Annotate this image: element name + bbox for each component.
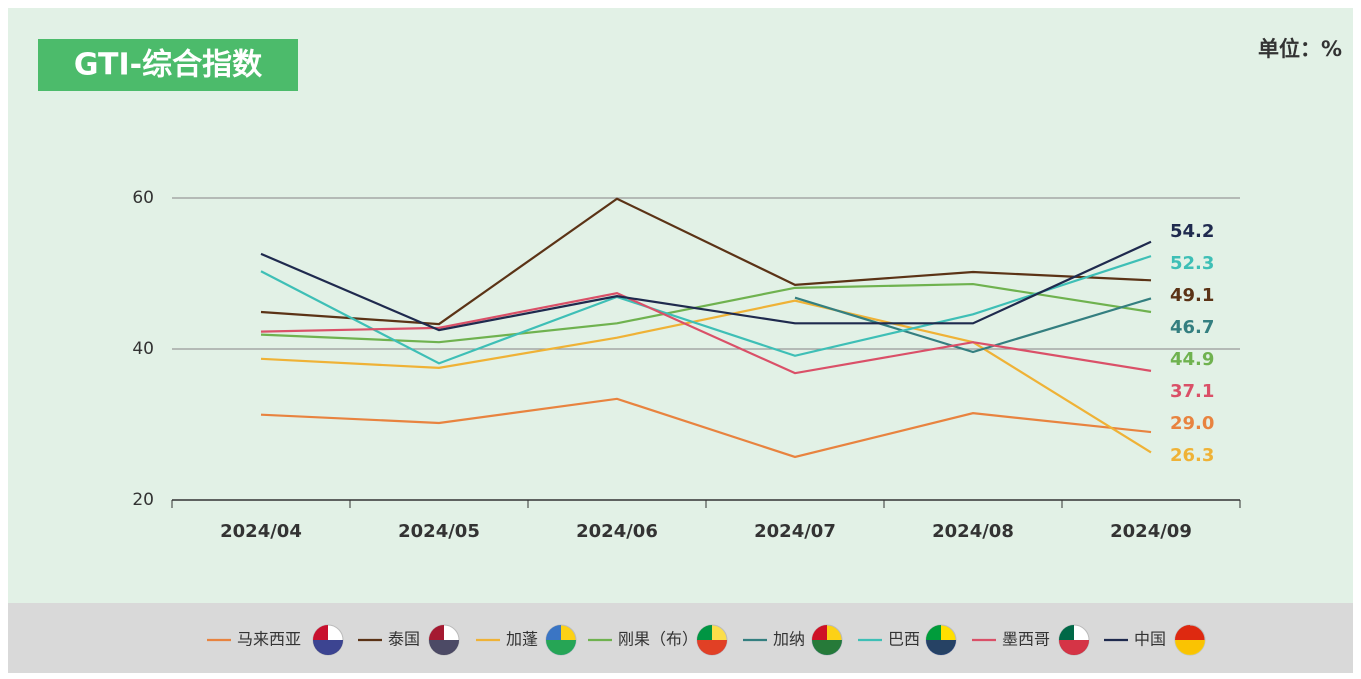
legend-label: 马来西亚 — [237, 630, 301, 649]
unit-label: 单位：% — [1258, 37, 1342, 61]
legend-label: 加蓬 — [506, 630, 538, 649]
x-tick-label: 2024/05 — [398, 521, 480, 542]
series-line — [260, 299, 1152, 454]
series-line — [260, 291, 1152, 375]
y-tick-label: 20 — [132, 490, 154, 510]
legend-label: 中国 — [1134, 630, 1166, 649]
legend-label: 墨西哥 — [1002, 630, 1050, 649]
value-label: 52.3 — [1170, 253, 1214, 274]
series-line — [260, 397, 1152, 459]
series-line — [260, 282, 1152, 344]
value-label: 54.2 — [1170, 221, 1214, 242]
flag — [546, 640, 576, 655]
flag — [1175, 625, 1190, 640]
value-label: 49.1 — [1170, 285, 1214, 306]
flag — [1059, 640, 1089, 655]
flag — [812, 640, 842, 655]
y-tick-label: 40 — [132, 339, 154, 359]
value-label: 37.1 — [1170, 381, 1214, 402]
legend-label: 加纳 — [773, 630, 805, 649]
legend-label: 刚果（布） — [618, 630, 698, 649]
value-label: 46.7 — [1170, 317, 1214, 338]
value-label: 26.3 — [1170, 445, 1214, 466]
series-line — [260, 240, 1152, 332]
flag — [926, 625, 941, 640]
value-label: 29.0 — [1170, 413, 1214, 434]
chart-title: GTI-综合指数 — [74, 48, 263, 83]
x-tick-label: 2024/09 — [1110, 521, 1192, 542]
x-tick-label: 2024/06 — [576, 521, 658, 542]
legend-label: 巴西 — [888, 630, 920, 649]
flag — [812, 625, 827, 640]
x-tick-label: 2024/08 — [932, 521, 1014, 542]
title-box — [38, 39, 298, 91]
flag — [697, 625, 712, 640]
flag — [429, 625, 444, 640]
series-line — [260, 197, 1152, 326]
legend-background — [8, 603, 1353, 673]
flag — [697, 640, 727, 655]
flag — [313, 625, 328, 640]
flag — [313, 640, 343, 655]
value-label: 44.9 — [1170, 349, 1214, 370]
series-line — [794, 296, 1152, 354]
y-tick-label: 60 — [132, 188, 154, 208]
x-tick-label: 2024/07 — [754, 521, 836, 542]
flag — [546, 625, 561, 640]
flag — [926, 640, 956, 655]
flag — [429, 640, 459, 655]
x-tick-label: 2024/04 — [220, 521, 302, 542]
flag — [1059, 625, 1074, 640]
series-line — [260, 255, 1152, 365]
flag — [1175, 640, 1205, 655]
legend-label: 泰国 — [388, 630, 420, 649]
